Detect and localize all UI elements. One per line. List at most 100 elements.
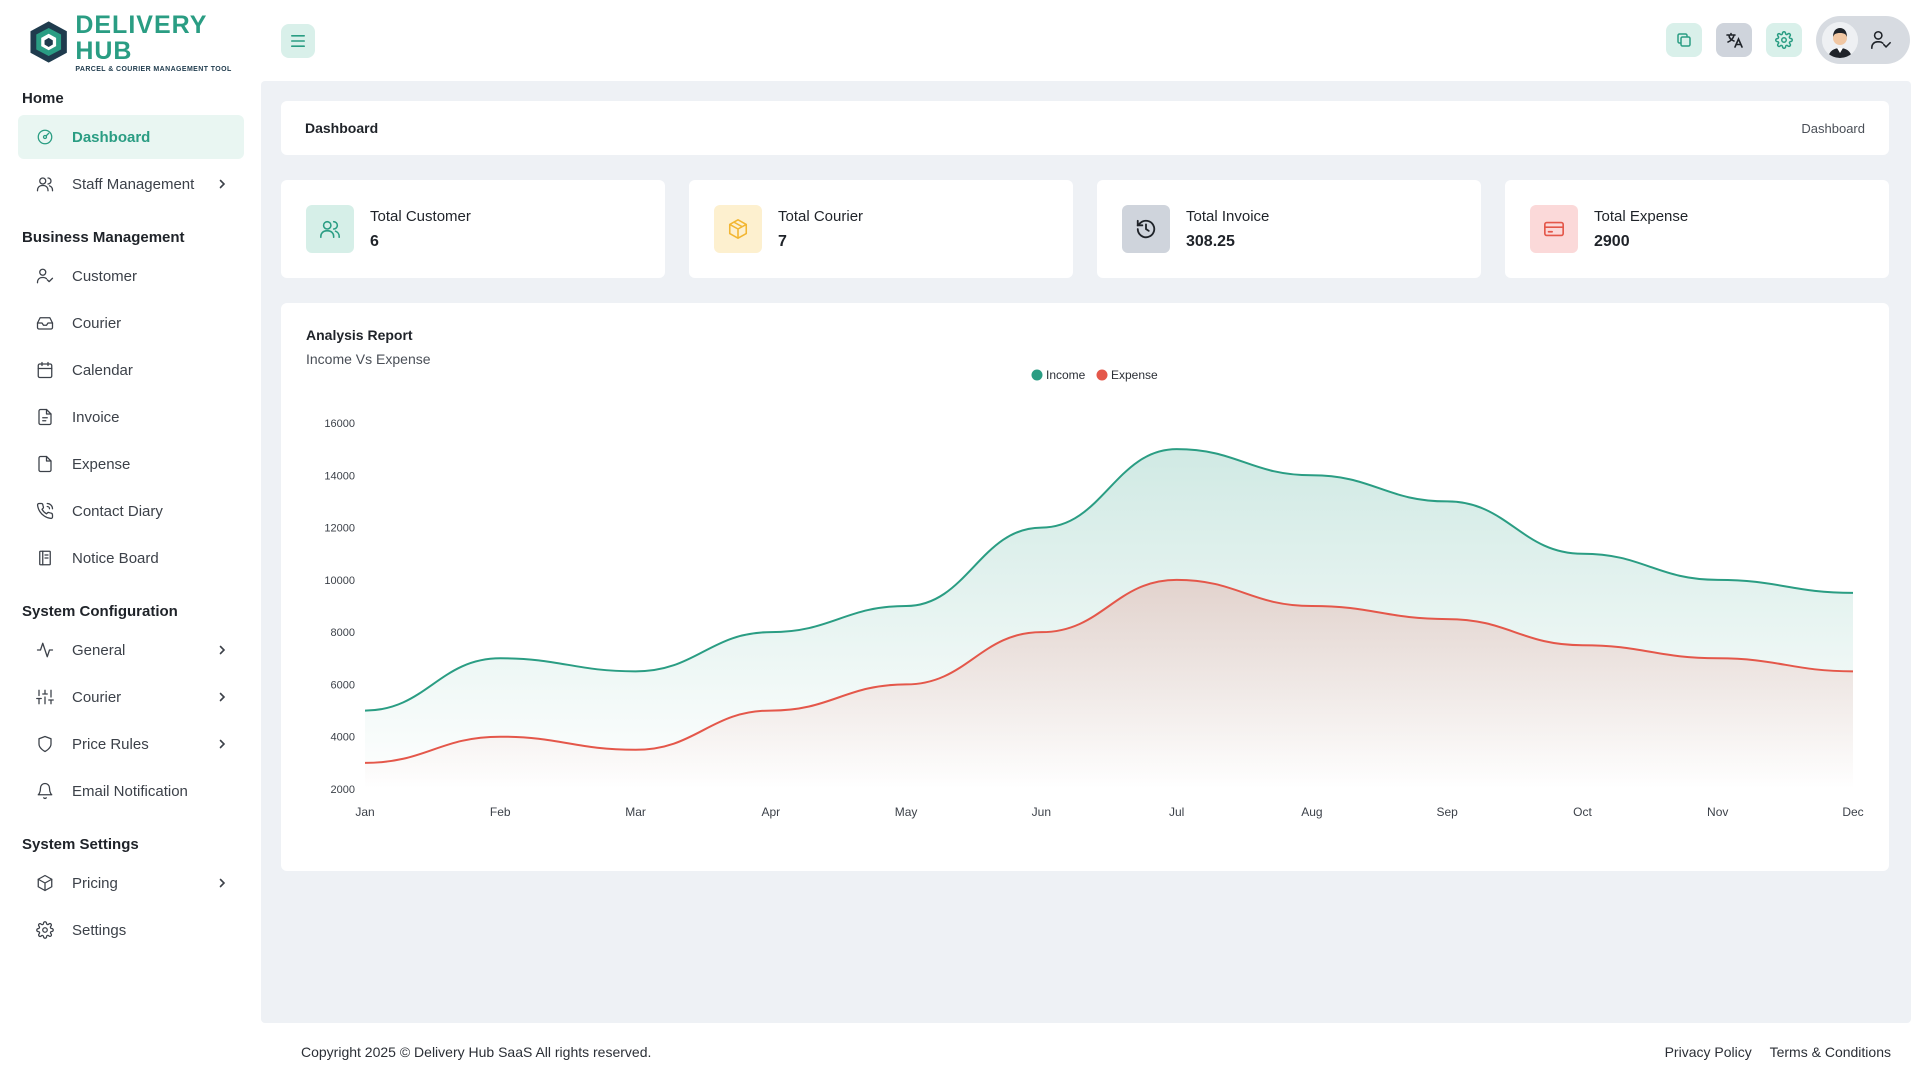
x-tick-label: Dec bbox=[1842, 805, 1863, 819]
brand-logo[interactable]: DELIVERY HUB PARCEL & COURIER MANAGEMENT… bbox=[28, 10, 238, 73]
history-icon bbox=[1136, 219, 1156, 239]
sidebar-item-customer[interactable]: Customer bbox=[18, 254, 244, 298]
y-tick-label: 14000 bbox=[324, 470, 355, 482]
sidebar-item-label: Dashboard bbox=[72, 128, 151, 146]
stat-value: 2900 bbox=[1594, 232, 1630, 250]
nav-section-title: System Configuration bbox=[22, 603, 178, 620]
sidebar-item-label: Customer bbox=[72, 267, 138, 285]
sidebar-item-email-notification[interactable]: Email Notification bbox=[18, 769, 244, 813]
sidebar-item-calendar[interactable]: Calendar bbox=[18, 348, 244, 392]
x-tick-label: Feb bbox=[490, 805, 511, 819]
copy-button[interactable] bbox=[1666, 23, 1702, 57]
settings-button[interactable] bbox=[1766, 23, 1802, 57]
copyright-text: Copyright 2025 © Delivery Hub SaaS All r… bbox=[301, 1044, 652, 1060]
inbox-icon bbox=[36, 314, 54, 332]
translate-icon bbox=[1726, 32, 1743, 48]
menu-toggle-button[interactable] bbox=[281, 24, 315, 58]
y-tick-label: 12000 bbox=[324, 523, 355, 535]
stat-value: 308.25 bbox=[1186, 232, 1235, 250]
book-icon bbox=[36, 549, 54, 567]
x-tick-label: Nov bbox=[1707, 805, 1728, 819]
sidebar-item-notice-board[interactable]: Notice Board bbox=[18, 536, 244, 580]
series-line-income bbox=[364, 448, 1854, 712]
nav-section-title: Business Management bbox=[22, 229, 185, 246]
dashboard-icon bbox=[36, 128, 54, 146]
y-tick-label: 4000 bbox=[331, 732, 355, 744]
legend-marker[interactable] bbox=[1031, 369, 1043, 381]
sidebar-item-pricing[interactable]: Pricing bbox=[18, 861, 244, 905]
x-tick-label: Aug bbox=[1301, 805, 1322, 819]
sidebar-item-label: Invoice bbox=[72, 408, 120, 426]
package-icon bbox=[36, 874, 54, 892]
users-icon bbox=[36, 175, 54, 193]
sidebar-item-label: General bbox=[72, 641, 126, 659]
users-icon bbox=[320, 220, 340, 239]
brand-name: DELIVERY HUB bbox=[75, 10, 207, 65]
series-area-expense bbox=[365, 579, 1853, 789]
terms-link[interactable]: Terms & Conditions bbox=[1769, 1044, 1891, 1060]
stat-icon-box bbox=[1122, 205, 1170, 253]
stat-label: Total Customer bbox=[370, 207, 471, 225]
x-tick-label: Jul bbox=[1169, 805, 1184, 819]
x-tick-label: Jan bbox=[355, 805, 374, 819]
chevron-right-icon bbox=[219, 739, 226, 749]
page-title: Dashboard bbox=[305, 120, 379, 136]
stat-card-expense: Total Expense 2900 bbox=[1505, 180, 1889, 278]
stat-value: 7 bbox=[778, 232, 787, 250]
sidebar-item-label: Pricing bbox=[72, 874, 118, 892]
sidebar-item-label: Calendar bbox=[72, 361, 133, 379]
gear-icon bbox=[1775, 31, 1793, 49]
sidebar-item-label: Price Rules bbox=[72, 735, 149, 753]
y-tick-label: 6000 bbox=[331, 679, 355, 691]
y-tick-label: 10000 bbox=[324, 575, 355, 587]
sidebar-item-courier[interactable]: Courier bbox=[18, 675, 244, 719]
legend-marker[interactable] bbox=[1096, 369, 1108, 381]
sidebar-item-dashboard[interactable]: Dashboard bbox=[18, 115, 244, 159]
footer: Copyright 2025 © Delivery Hub SaaS All r… bbox=[301, 1044, 1891, 1060]
income-expense-chart: 2000 4000 6000 8000 10000 12000 14000 16000 Jan F… bbox=[324, 368, 1863, 819]
language-button[interactable] bbox=[1716, 23, 1752, 57]
stat-card-invoice: Total Invoice 308.25 bbox=[1097, 180, 1481, 278]
series-line-expense bbox=[364, 578, 1854, 764]
shield-icon bbox=[36, 735, 54, 753]
x-tick-label: Oct bbox=[1573, 805, 1592, 819]
user-check-icon bbox=[36, 267, 54, 285]
sidebar-item-label: Expense bbox=[72, 455, 131, 473]
copy-icon bbox=[1677, 33, 1691, 47]
avatar bbox=[1822, 22, 1858, 58]
sidebar-nav: Home Dashboard Staff Management Business Ma… bbox=[18, 86, 244, 952]
user-menu-button[interactable] bbox=[1816, 16, 1910, 64]
chevron-right-icon bbox=[219, 179, 226, 189]
stat-icon-box bbox=[1530, 205, 1578, 253]
y-tick-label: 2000 bbox=[331, 784, 355, 796]
nav-section-title: Home bbox=[22, 90, 64, 107]
sidebar-item-expense[interactable]: Expense bbox=[18, 442, 244, 486]
x-tick-label: May bbox=[895, 805, 918, 819]
legend-label[interactable]: Expense bbox=[1111, 368, 1158, 382]
legend-label[interactable]: Income bbox=[1046, 368, 1086, 382]
chevron-right-icon bbox=[219, 878, 226, 888]
file-icon bbox=[36, 455, 54, 473]
sidebar-item-label: Settings bbox=[72, 921, 127, 939]
sidebar-item-courier[interactable]: Courier bbox=[18, 301, 244, 345]
bell-icon bbox=[36, 782, 54, 800]
calendar-icon bbox=[36, 361, 54, 379]
y-tick-label: 8000 bbox=[331, 627, 355, 639]
stat-card-courier: Total Courier 7 bbox=[689, 180, 1073, 278]
sidebar-item-staff-management[interactable]: Staff Management bbox=[18, 162, 244, 206]
chevron-right-icon bbox=[219, 645, 226, 655]
analysis-report-card: Analysis Report Income Vs Expense 2000 40… bbox=[281, 303, 1889, 871]
sidebar-item-price-rules[interactable]: Price Rules bbox=[18, 722, 244, 766]
breadcrumb-current[interactable]: Dashboard bbox=[1801, 120, 1865, 136]
sidebar: DELIVERY HUB PARCEL & COURIER MANAGEMENT… bbox=[0, 0, 260, 1080]
privacy-policy-link[interactable]: Privacy Policy bbox=[1664, 1044, 1752, 1060]
sidebar-item-contact-diary[interactable]: Contact Diary bbox=[18, 489, 244, 533]
stat-icon-box bbox=[306, 205, 354, 253]
gear-icon bbox=[36, 921, 54, 939]
avatar-icon bbox=[1822, 22, 1858, 58]
box-icon bbox=[728, 219, 748, 239]
sidebar-item-label: Courier bbox=[72, 688, 122, 706]
sidebar-item-invoice[interactable]: Invoice bbox=[18, 395, 244, 439]
sidebar-item-settings[interactable]: Settings bbox=[18, 908, 244, 952]
sidebar-item-general[interactable]: General bbox=[18, 628, 244, 672]
